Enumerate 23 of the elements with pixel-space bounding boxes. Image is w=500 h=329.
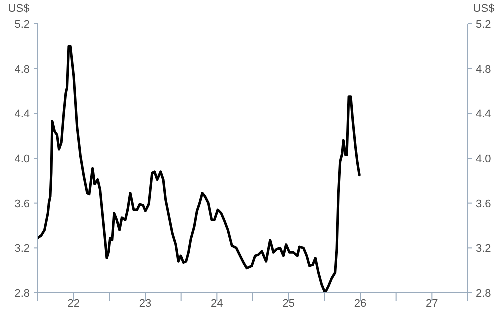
x-tick-label: 27 bbox=[426, 298, 438, 310]
x-tick-label: 25 bbox=[282, 298, 295, 310]
y2-tick-label: 4.4 bbox=[476, 108, 492, 121]
y2-tick-label: 5.2 bbox=[476, 19, 492, 31]
y-tick-label: 2.8 bbox=[14, 288, 30, 300]
y2-tick-label: 3.2 bbox=[476, 243, 492, 256]
y-tick-label: 4.4 bbox=[14, 108, 30, 121]
y-tick-label: 3.2 bbox=[14, 243, 30, 256]
y2-tick-label: 4.8 bbox=[476, 64, 492, 76]
x-tick-label: 22 bbox=[68, 298, 80, 310]
y2-axis-title: US$ bbox=[473, 3, 495, 15]
y-tick-label: 3.6 bbox=[14, 198, 30, 210]
y2-tick-label: 4.0 bbox=[476, 154, 492, 166]
x-tick-label: 26 bbox=[354, 298, 367, 310]
x-tick-label: 23 bbox=[139, 298, 152, 310]
x-tick-label: 24 bbox=[211, 298, 224, 310]
y-axis-title: US$ bbox=[8, 3, 30, 15]
y-tick-label: 4.0 bbox=[14, 154, 30, 166]
y2-tick-label: 3.6 bbox=[476, 198, 492, 210]
y-tick-label: 4.8 bbox=[14, 64, 30, 76]
y-tick-label: 5.2 bbox=[14, 19, 30, 31]
y2-tick-label: 2.8 bbox=[476, 288, 492, 300]
line-series bbox=[38, 45, 361, 293]
